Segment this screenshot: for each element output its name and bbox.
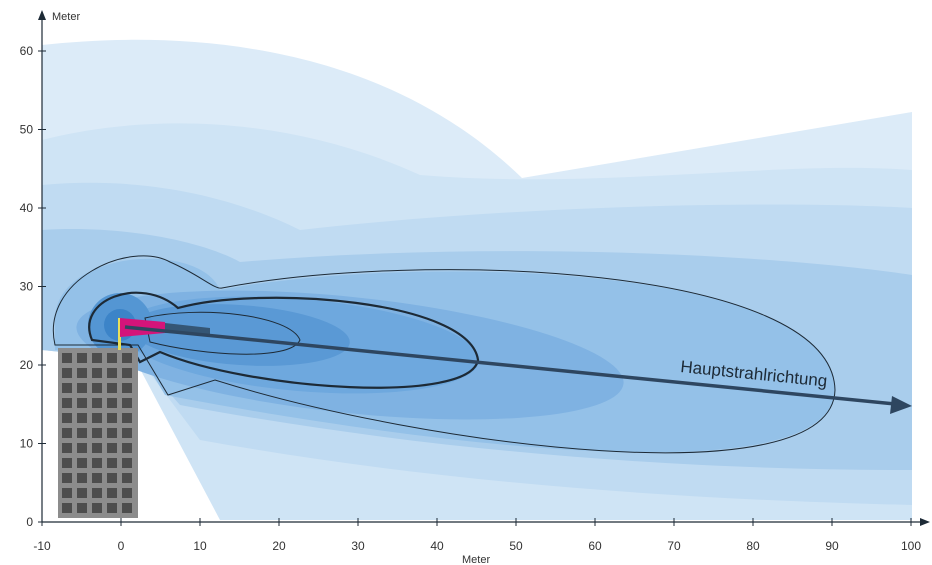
x-tick-label: 20 <box>272 539 286 553</box>
building-window <box>92 473 102 483</box>
contour-lines <box>52 255 836 454</box>
building-window <box>122 503 132 513</box>
contour-inner <box>144 311 301 355</box>
y-tick-label: 30 <box>20 280 34 294</box>
building-window <box>122 443 132 453</box>
building-window <box>122 413 132 423</box>
building-window <box>77 413 87 423</box>
x-tick-label: 30 <box>351 539 365 553</box>
building-window <box>122 458 132 468</box>
x-tick-label: 60 <box>588 539 602 553</box>
building-window <box>77 443 87 453</box>
building-window <box>62 443 72 453</box>
building-window <box>107 428 117 438</box>
building-window <box>92 368 102 378</box>
building-window <box>92 458 102 468</box>
axes <box>38 10 930 526</box>
beam-line <box>124 325 896 406</box>
radiation-zones <box>42 39 912 521</box>
building-window <box>92 443 102 453</box>
building-window <box>92 488 102 498</box>
x-tick-label: 100 <box>901 539 921 553</box>
y-tick-label: 10 <box>20 437 34 451</box>
building-window <box>77 398 87 408</box>
x-tick-label: 50 <box>509 539 523 553</box>
x-tick-label: 70 <box>667 539 681 553</box>
building-window <box>107 443 117 453</box>
building-window <box>122 368 132 378</box>
building-window <box>122 473 132 483</box>
y-tick-label: 50 <box>20 123 34 137</box>
x-tick-label: -10 <box>33 539 51 553</box>
building-window <box>107 383 117 393</box>
y-axis-title: Meter <box>52 11 80 23</box>
building-window <box>122 488 132 498</box>
building-window <box>107 458 117 468</box>
building-window <box>92 398 102 408</box>
contour-outer <box>52 255 836 454</box>
building-window <box>62 428 72 438</box>
building-windows <box>62 353 132 513</box>
zone-core-lobe <box>130 304 350 366</box>
building-window <box>77 383 87 393</box>
x-axis-arrow-icon <box>920 518 930 526</box>
building-window <box>107 413 117 423</box>
building-window <box>62 368 72 378</box>
building <box>58 348 138 518</box>
x-tick-label: 80 <box>746 539 760 553</box>
building-window <box>62 473 72 483</box>
contour-main <box>88 291 480 389</box>
building-window <box>122 353 132 363</box>
building-window <box>62 398 72 408</box>
x-axis-ticks: -10 0 10 20 30 40 50 60 70 80 90 100 <box>33 518 921 553</box>
building-window <box>107 503 117 513</box>
building-window <box>92 413 102 423</box>
building-window <box>92 503 102 513</box>
y-tick-label: 20 <box>20 358 34 372</box>
building-window <box>77 458 87 468</box>
building-window <box>92 383 102 393</box>
y-tick-label: 0 <box>26 515 33 529</box>
building-window <box>107 488 117 498</box>
building-window <box>107 473 117 483</box>
building-window <box>62 458 72 468</box>
y-tick-label: 60 <box>20 44 34 58</box>
building-window <box>62 413 72 423</box>
building-window <box>122 398 132 408</box>
x-tick-label: 0 <box>118 539 125 553</box>
building-window <box>122 383 132 393</box>
beam-arrowhead-icon <box>890 396 912 414</box>
building-window <box>107 353 117 363</box>
building-window <box>122 428 132 438</box>
building-window <box>77 353 87 363</box>
x-tick-label: 10 <box>193 539 207 553</box>
building-window <box>62 503 72 513</box>
building-window <box>62 383 72 393</box>
building-window <box>62 488 72 498</box>
building-window <box>62 353 72 363</box>
x-tick-label: 90 <box>825 539 839 553</box>
building-window <box>77 473 87 483</box>
antenna-mast-icon <box>118 318 121 350</box>
building-window <box>77 488 87 498</box>
building-window <box>92 428 102 438</box>
building-window <box>77 428 87 438</box>
building-window <box>77 368 87 378</box>
y-axis-ticks: 0 10 20 30 40 50 60 <box>20 44 46 529</box>
building-window <box>107 368 117 378</box>
y-tick-label: 40 <box>20 201 34 215</box>
x-axis-title: Meter <box>462 554 490 565</box>
building-window <box>107 398 117 408</box>
y-axis-arrow-icon <box>38 10 46 20</box>
building-window <box>92 353 102 363</box>
x-tick-label: 40 <box>430 539 444 553</box>
building-window <box>77 503 87 513</box>
